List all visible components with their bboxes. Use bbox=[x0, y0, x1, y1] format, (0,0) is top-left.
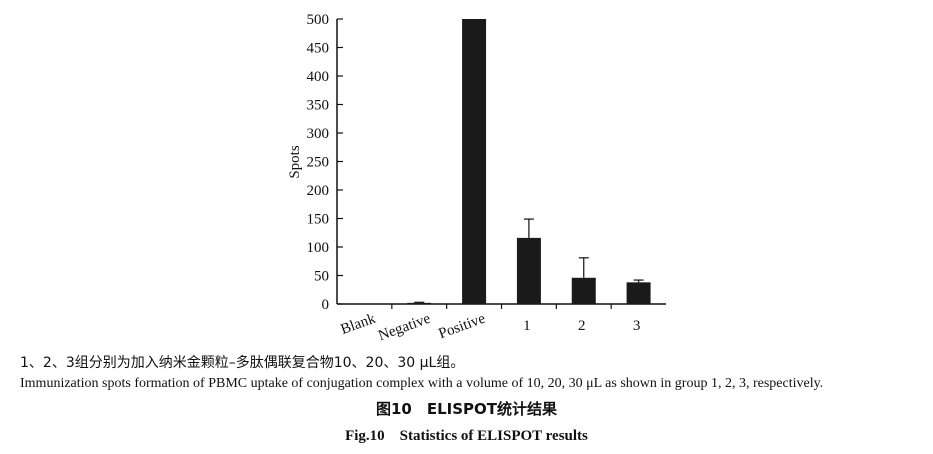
chart-note-chinese: 1、2、3组分别为加入纳米金颗粒–多肽偶联复合物10、20、30 μL组。 bbox=[20, 355, 465, 371]
y-tick-label-200: 200 bbox=[307, 183, 330, 199]
figure-title-english: Fig.10 Statistics of ELISPOT results bbox=[345, 428, 588, 444]
x-tick-label-3: 3 bbox=[633, 318, 641, 334]
y-tick-label-0: 0 bbox=[322, 297, 330, 313]
chart-note-english: Immunization spots formation of PBMC upt… bbox=[20, 376, 824, 391]
y-tick-label-250: 250 bbox=[307, 155, 330, 171]
x-tick-label-negative: Negative bbox=[376, 311, 433, 345]
bar-positive bbox=[462, 19, 487, 304]
y-tick-label-300: 300 bbox=[307, 126, 330, 142]
figure-title-chinese: 图10 ELISPOT统计结果 bbox=[375, 400, 558, 418]
x-tick-label-1: 1 bbox=[523, 318, 531, 334]
y-tick-label-500: 500 bbox=[307, 12, 330, 28]
y-tick-label-150: 150 bbox=[307, 212, 330, 228]
bar-1 bbox=[516, 237, 541, 304]
x-tick-label-positive: Positive bbox=[437, 311, 488, 343]
x-axis bbox=[337, 303, 666, 309]
y-axis: 0 50 100 150 200 250 300 350 400 450 500 bbox=[307, 12, 343, 313]
y-axis-title: Spots bbox=[287, 145, 303, 179]
y-tick-label-400: 400 bbox=[307, 69, 330, 85]
bar-3 bbox=[626, 282, 651, 304]
x-tick-label-blank: Blank bbox=[339, 311, 379, 338]
y-tick-label-450: 450 bbox=[307, 41, 330, 57]
y-tick-label-50: 50 bbox=[314, 269, 329, 285]
bars bbox=[407, 19, 651, 304]
error-bars bbox=[414, 218, 644, 303]
elispot-bar-chart: 0 50 100 150 200 250 300 350 400 450 500 BlankNega… bbox=[287, 12, 666, 345]
bar-negative bbox=[407, 302, 432, 304]
bar-2 bbox=[571, 277, 596, 304]
y-tick-label-100: 100 bbox=[307, 240, 330, 256]
x-tick-label-2: 2 bbox=[578, 318, 586, 334]
y-tick-label-350: 350 bbox=[307, 98, 330, 114]
